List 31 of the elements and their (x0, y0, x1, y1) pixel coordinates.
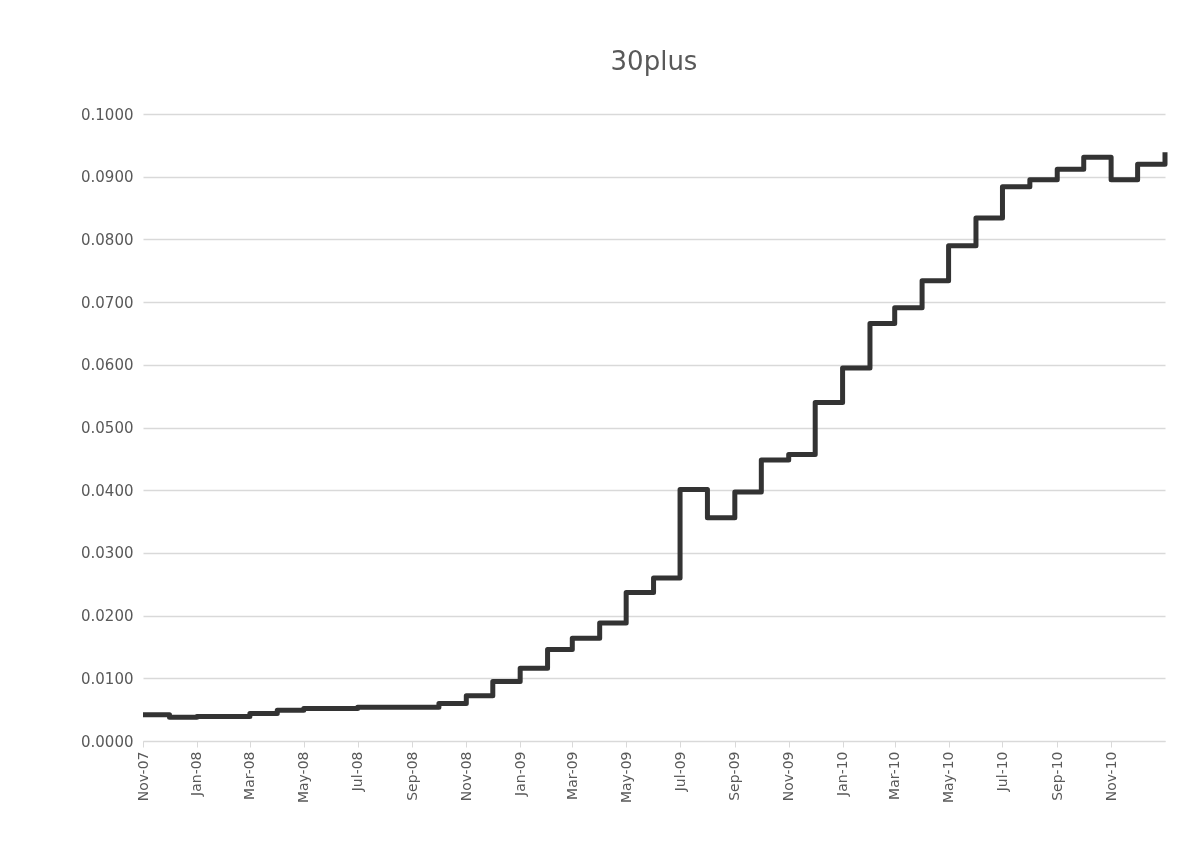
x-tick-label: May-09 (617, 751, 634, 804)
y-tick-label: 0.0100 (81, 669, 134, 688)
x-tick-label: Jul-08 (349, 751, 366, 793)
x-tick-label: Jan-09 (511, 751, 528, 797)
y-tick-label: 0.0200 (81, 607, 134, 626)
x-tick-label: Nov-10 (1102, 751, 1119, 802)
x-tick-label: Mar-09 (563, 751, 580, 800)
y-tick-label: 0.1000 (81, 105, 134, 124)
x-tick-label: May-10 (940, 751, 957, 804)
y-tick-label: 0.0500 (81, 419, 134, 437)
x-tick-label: Mar-10 (886, 751, 903, 800)
chart-title: 30plus (610, 46, 698, 76)
y-tick-label: 0.0900 (81, 168, 134, 187)
x-tick-label: Nov-07 (134, 751, 151, 802)
y-tick-label: 0.0700 (81, 293, 134, 312)
x-tick-label: Jul-10 (993, 751, 1010, 793)
x-tick-label: Sep-09 (726, 751, 743, 801)
x-tick-label: Nov-08 (457, 751, 474, 802)
x-tick-label: Jul-09 (671, 751, 688, 793)
y-tick-label: 0.0800 (81, 230, 134, 249)
x-tick-label: May-08 (295, 751, 312, 804)
y-tick-label: 0.0400 (81, 481, 134, 500)
x-tick-label: Sep-10 (1048, 751, 1065, 801)
x-tick-label: Sep-08 (403, 751, 420, 801)
x-tick-label: Jan-08 (188, 751, 205, 797)
y-tick-label: 0.0000 (81, 732, 134, 751)
x-tick-label: Jan-10 (834, 751, 851, 797)
x-tick-label: Nov-09 (780, 751, 797, 802)
y-tick-label: 0.0300 (81, 544, 134, 563)
x-tick-label: Mar-08 (241, 751, 258, 800)
y-tick-label: 0.0600 (81, 356, 134, 375)
